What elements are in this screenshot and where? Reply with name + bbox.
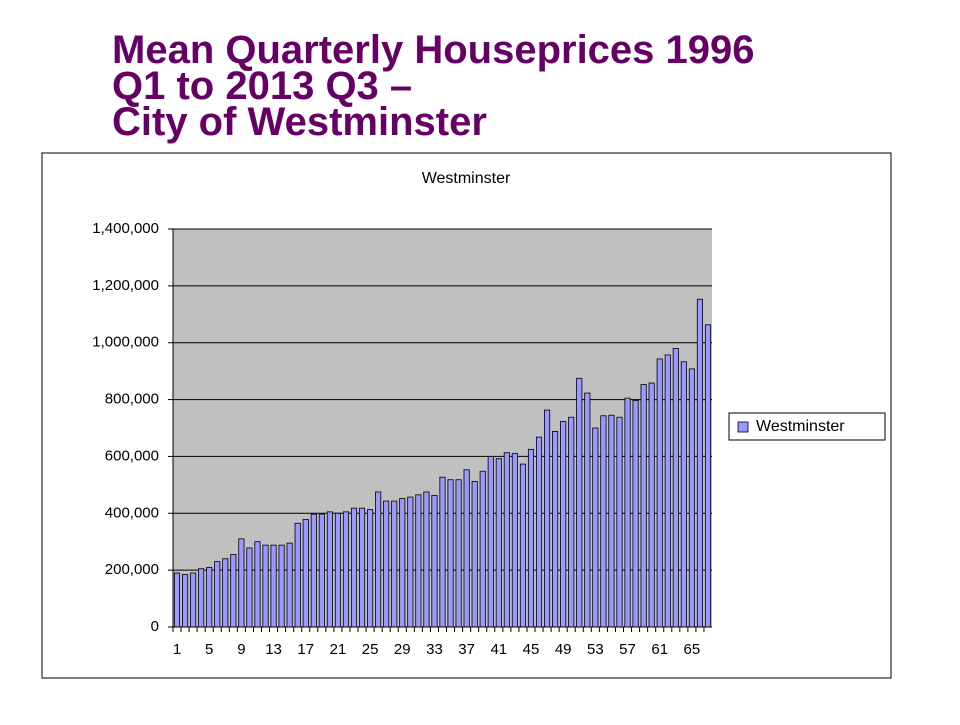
bar: [439, 476, 446, 628]
y-tick-label: 800,000: [105, 391, 159, 408]
bar: [576, 377, 583, 628]
y-tick-label: 400,000: [105, 504, 159, 521]
bar: [632, 400, 639, 628]
y-tick-label: 200,000: [105, 561, 159, 578]
x-tick-label: 25: [362, 641, 379, 658]
bar: [182, 574, 189, 628]
x-tick-label: 5: [205, 641, 213, 658]
bar: [375, 491, 382, 628]
y-tick-label: 1,400,000: [92, 220, 159, 237]
x-tick-label: 21: [330, 641, 347, 658]
bar: [688, 368, 695, 628]
x-tick-label: 17: [297, 641, 314, 658]
bar: [206, 566, 213, 628]
bar: [471, 481, 478, 628]
y-tick-label: 0: [151, 618, 159, 635]
bar: [455, 479, 462, 628]
bar: [407, 496, 414, 628]
bar: [270, 544, 277, 628]
bar: [358, 507, 366, 628]
bar: [696, 298, 703, 628]
bar: [495, 458, 502, 628]
x-tick-label: 1: [173, 641, 181, 658]
bar: [415, 494, 422, 628]
x-tick-label: 29: [394, 641, 411, 658]
bar: [214, 561, 221, 628]
bar: [672, 347, 679, 628]
bar: [487, 456, 494, 628]
bar: [535, 436, 543, 628]
bar: [238, 538, 245, 628]
legend-swatch: [737, 421, 749, 433]
y-tick-label: 600,000: [105, 447, 159, 464]
bar: [544, 409, 551, 628]
x-tick-label: 13: [265, 641, 282, 658]
bar: [584, 392, 591, 628]
bar: [310, 513, 317, 628]
bar: [318, 513, 325, 628]
bar: [222, 558, 229, 628]
bar: [302, 519, 309, 628]
bar: [704, 324, 712, 628]
bar: [463, 469, 470, 628]
x-tick-label: 57: [619, 641, 636, 658]
bar: [254, 541, 261, 628]
bar: [648, 382, 655, 628]
x-tick-label: 33: [426, 641, 443, 658]
legend-label: Westminster: [756, 418, 845, 435]
bar: [198, 568, 205, 628]
bar: [423, 491, 430, 628]
bar: [624, 397, 631, 628]
bar: [326, 511, 333, 628]
bar: [519, 463, 527, 628]
slide-title: Mean Quarterly Houseprices 1996 Q1 to 201…: [112, 28, 755, 144]
x-tick-label: 61: [651, 641, 668, 658]
bar: [334, 512, 341, 628]
bar: [342, 511, 350, 628]
bar: [431, 494, 438, 628]
bar: [656, 358, 663, 628]
bar: [367, 509, 374, 628]
bar: [680, 361, 687, 628]
bar: [391, 500, 398, 628]
y-tick-label: 1,000,000: [92, 334, 159, 351]
bar: [383, 500, 390, 628]
bar: [568, 416, 575, 628]
bar: [262, 544, 269, 628]
bar: [399, 498, 406, 628]
bar: [560, 421, 567, 628]
x-tick-label: 37: [458, 641, 475, 658]
x-tick-label: 53: [587, 641, 604, 658]
y-tick-label: 1,200,000: [92, 277, 159, 294]
bar: [600, 415, 607, 628]
bar: [616, 416, 623, 628]
bar: [190, 572, 197, 628]
bar: [503, 452, 510, 628]
bar: [246, 547, 253, 628]
bar: [608, 414, 615, 628]
x-tick-label: 41: [490, 641, 507, 658]
bar: [350, 507, 358, 628]
bar: [664, 354, 671, 628]
x-tick-label: 45: [523, 641, 540, 658]
bar: [447, 479, 454, 628]
bar: [286, 542, 293, 628]
bar: [294, 522, 301, 628]
legend-box: [728, 412, 886, 441]
x-tick-label: 65: [684, 641, 701, 658]
bar: [230, 554, 237, 628]
bar: [479, 470, 486, 628]
bar: [278, 544, 285, 628]
bar: [511, 453, 518, 628]
bar: [173, 572, 181, 628]
chart-title: Westminster: [422, 170, 511, 187]
bar: [527, 448, 535, 628]
x-tick-label: 49: [555, 641, 572, 658]
bar: [592, 427, 599, 628]
x-tick-label: 9: [237, 641, 245, 658]
bar: [640, 384, 647, 628]
bar: [552, 431, 559, 628]
